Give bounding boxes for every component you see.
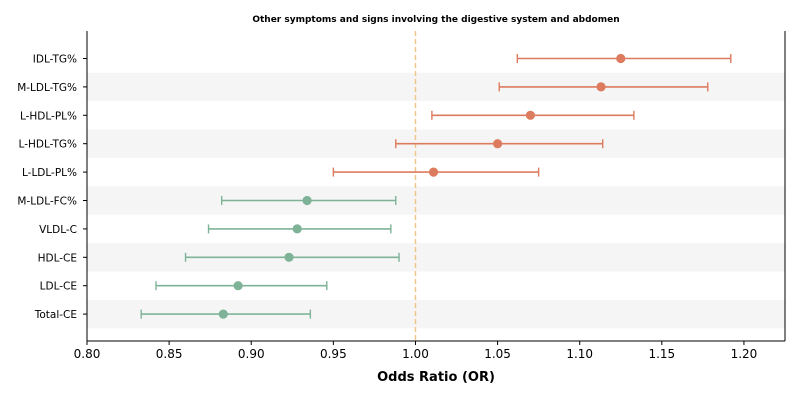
row-vldl-c: VLDL-C	[39, 224, 392, 236]
x-axis-label: Odds Ratio (OR)	[377, 370, 495, 385]
y-tick-label: HDL-CE	[38, 252, 77, 264]
row-ldl-ce: LDL-CE	[40, 281, 328, 293]
y-tick-label: L-HDL-PL%	[20, 110, 77, 122]
odds-ratio-point	[302, 195, 312, 206]
y-tick-label: L-HDL-TG%	[19, 139, 77, 151]
row-band	[87, 186, 785, 215]
row-l-hdl-tg-: L-HDL-TG%	[19, 139, 604, 151]
row-l-hdl-pl-: L-HDL-PL%	[20, 110, 635, 122]
y-tick-label: L-LDL-PL%	[22, 167, 77, 179]
x-tick-label: 1.00	[402, 347, 429, 361]
x-tick-label: 0.85	[156, 347, 183, 361]
y-tick-label: M-LDL-TG%	[17, 82, 77, 94]
x-tick-label: 1.10	[566, 347, 593, 361]
odds-ratio-point	[292, 224, 302, 234]
row-hdl-ce: HDL-CE	[38, 252, 400, 264]
y-tick-label: LDL-CE	[40, 281, 77, 293]
row-m-ldl-fc-: M-LDL-FC%	[17, 195, 397, 208]
odds-ratio-point	[428, 167, 439, 177]
x-tick-label: 0.80	[74, 347, 101, 361]
y-tick-label: M-LDL-FC%	[17, 196, 77, 208]
row-m-ldl-tg-: M-LDL-TG%	[17, 82, 709, 94]
y-tick-label: IDL-TG%	[33, 54, 77, 66]
odds-ratio-point	[596, 82, 606, 92]
odds-ratio-point	[233, 281, 243, 291]
x-tick-label: 0.90	[238, 347, 265, 361]
odds-ratio-point	[616, 53, 626, 64]
marks-layer: IDL-TG% M-LDL-TG% L-HDL-PL% L-HDL-TG% L-LDL-…	[17, 31, 786, 361]
row-total-ce: Total-CE	[34, 309, 312, 321]
x-tick-label: 1.05	[484, 347, 511, 361]
x-tick-label: 1.20	[731, 347, 758, 361]
odds-ratio-point	[218, 309, 228, 319]
x-tick-label: 1.15	[648, 347, 675, 361]
row-idl-tg-: IDL-TG%	[33, 53, 732, 66]
chart-title: Other symptoms and signs involving the d…	[252, 15, 619, 25]
y-tick-label: Total-CE	[34, 309, 77, 321]
odds-ratio-point	[525, 110, 536, 120]
y-tick-label: VLDL-C	[39, 224, 77, 236]
row-l-ldl-pl-: L-LDL-PL%	[22, 167, 540, 179]
odds-ratio-point	[492, 139, 503, 149]
odds-ratio-point	[284, 252, 294, 262]
x-tick-label: 0.95	[320, 347, 347, 361]
background-layer	[87, 31, 785, 341]
